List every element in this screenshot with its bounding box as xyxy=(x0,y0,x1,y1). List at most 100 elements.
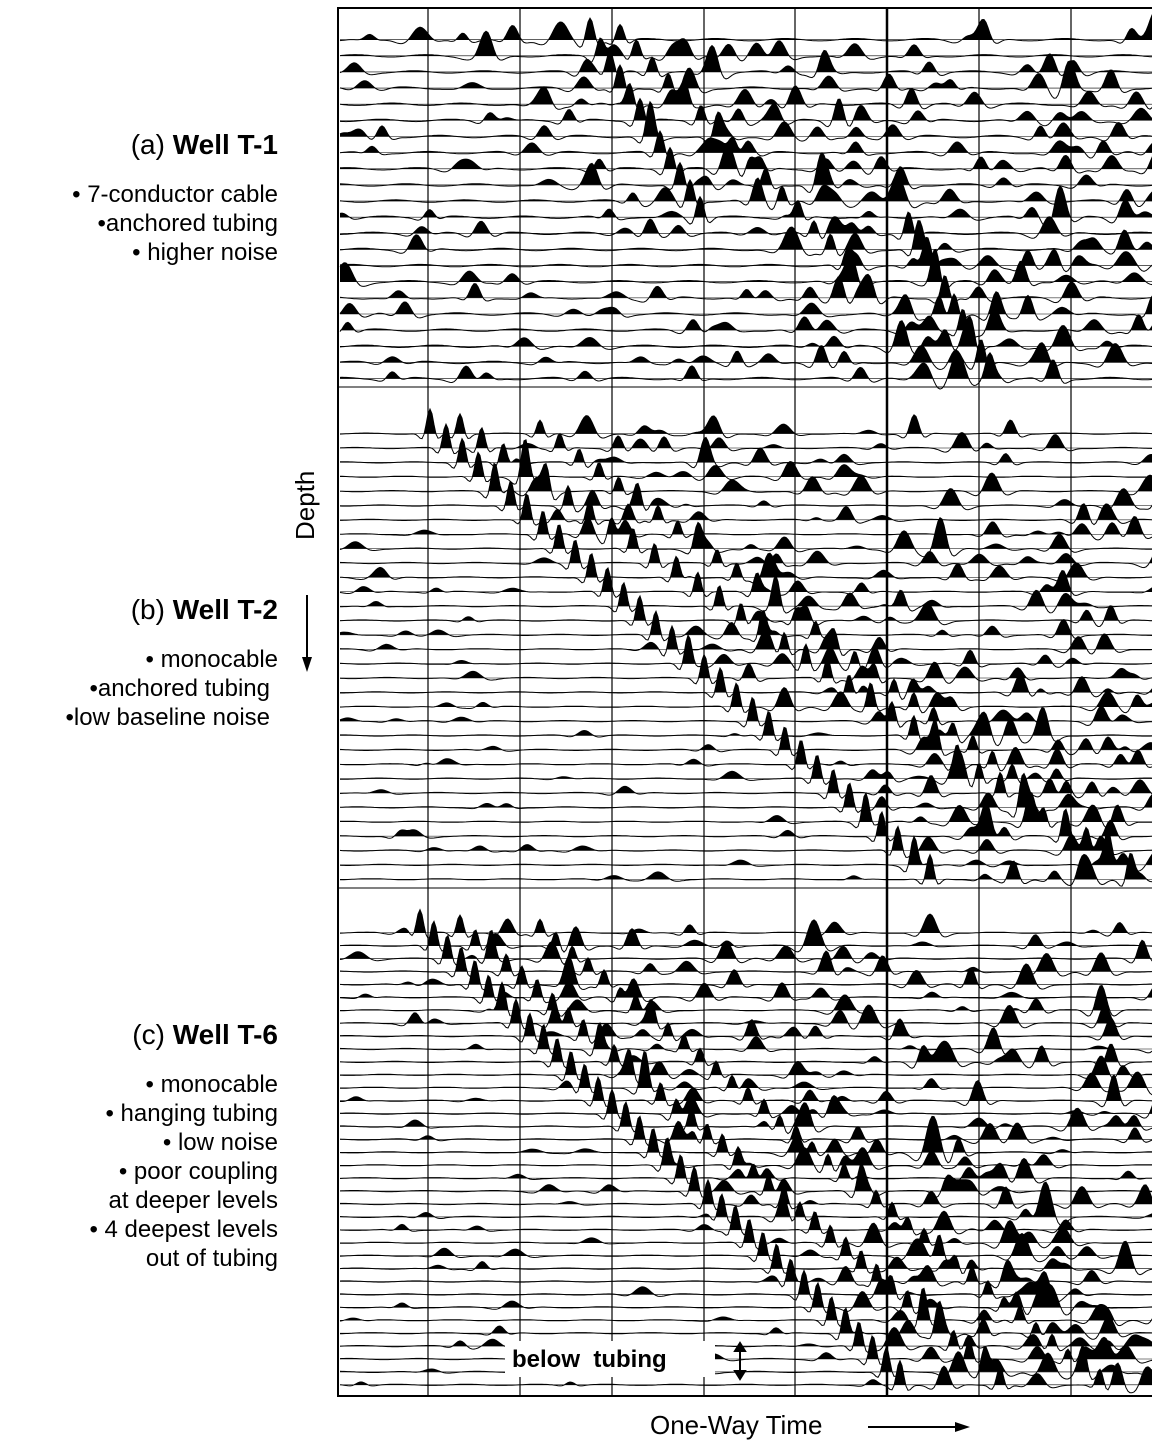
trace xyxy=(339,539,1152,570)
trace-fill xyxy=(340,568,1152,592)
trace xyxy=(339,908,1152,939)
trace-fill xyxy=(340,186,1152,218)
panel-b-prefix: (b) xyxy=(130,594,165,625)
panel-a-label: (a) Well T-1 • 7-conductor cable •anchor… xyxy=(72,128,278,267)
trace-fill xyxy=(340,152,1152,185)
trace-fill xyxy=(340,1241,1152,1269)
trace xyxy=(339,176,1152,211)
trace xyxy=(340,706,1152,747)
depth-arrow-icon xyxy=(302,595,312,672)
trace xyxy=(339,422,1152,455)
trace xyxy=(339,511,1152,545)
trace-fill xyxy=(340,517,1152,549)
trace-fill xyxy=(340,999,1144,1024)
panel-b-bullet-3: •low baseline noise xyxy=(65,704,270,731)
panel-c-well: Well T-6 xyxy=(172,1019,278,1050)
trace-fill xyxy=(340,770,1152,793)
panel-a-bullet-3: • higher noise xyxy=(132,239,278,266)
trace-fill xyxy=(363,98,1152,121)
trace xyxy=(340,1050,1152,1096)
trace-fill xyxy=(340,540,1152,563)
trace xyxy=(339,719,1152,757)
trace xyxy=(339,462,1152,501)
trace-fill xyxy=(340,635,1152,664)
trace-fill xyxy=(340,773,1152,808)
trace-fill xyxy=(340,720,1152,750)
depth-axis-label: Depth xyxy=(290,470,320,540)
trace-fill xyxy=(340,145,1152,169)
trace-fill xyxy=(340,1322,1152,1347)
trace-fill xyxy=(340,511,1152,535)
trace-fill xyxy=(340,801,1152,837)
trace-fill xyxy=(340,1049,1152,1075)
trace xyxy=(340,748,1152,788)
trace-fill xyxy=(353,1301,1152,1334)
panel-c-bullet-1: • monocable xyxy=(145,1071,278,1098)
trace-panel-a xyxy=(339,14,1152,390)
time-axis-label: One-Way Time xyxy=(650,1410,823,1440)
panel-b-label: (b) Well T-2 • monocable •anchored tubin… xyxy=(65,593,278,732)
trace-fill xyxy=(340,352,1152,379)
trace xyxy=(339,1038,1152,1069)
panel-c-bullet-4: • poor coupling xyxy=(118,1158,278,1185)
trace xyxy=(340,1178,1152,1211)
trace-fill xyxy=(340,481,1152,506)
trace-fill xyxy=(340,1270,1121,1295)
trace xyxy=(339,825,1152,858)
trace xyxy=(339,339,1152,371)
panel-a-prefix: (a) xyxy=(130,129,165,160)
trace-fill xyxy=(340,909,1152,933)
trace-fill xyxy=(340,1346,1152,1372)
time-arrow-icon xyxy=(868,1422,970,1432)
trace xyxy=(339,14,1152,48)
trace xyxy=(339,997,1152,1030)
trace-fill xyxy=(340,626,1152,650)
section-frame xyxy=(337,7,1152,1397)
trace-fill xyxy=(340,249,1152,282)
trace-fill xyxy=(340,1023,1152,1050)
trace xyxy=(339,315,1152,356)
panel-b-well: Well T-2 xyxy=(172,594,278,625)
trace xyxy=(340,852,1152,887)
trace xyxy=(340,1300,1152,1341)
trace xyxy=(339,480,1152,513)
panel-c-bullet-3: • low noise xyxy=(162,1129,278,1156)
updown-arrow-icon xyxy=(733,1341,747,1381)
trace-fill xyxy=(340,741,1152,765)
trace xyxy=(339,97,1152,128)
trace-fill xyxy=(340,80,1152,105)
trace-fill xyxy=(340,308,1152,331)
trace xyxy=(339,682,1152,714)
trace-fill xyxy=(340,101,1152,137)
trace-fill xyxy=(346,1074,1148,1101)
panel-c-title: (c) Well T-6 xyxy=(89,1018,278,1052)
trace-fill xyxy=(340,553,1152,578)
trace xyxy=(339,1115,1152,1146)
trace xyxy=(339,1022,1152,1057)
trace-fill xyxy=(340,1013,1152,1037)
trace-fill xyxy=(340,463,1152,492)
trace-fill xyxy=(340,237,1152,266)
trace-fill xyxy=(340,575,1152,607)
trace-fill xyxy=(340,437,1152,463)
panel-c-bullet-2: • hanging tubing xyxy=(105,1100,278,1127)
trace-fill xyxy=(340,1102,1142,1127)
panel-a-well: Well T-1 xyxy=(172,129,278,160)
trace-fill xyxy=(359,1138,1152,1166)
trace-fill xyxy=(340,15,1152,40)
trace-fill xyxy=(340,749,1152,779)
trace-fill xyxy=(340,1116,1143,1140)
trace xyxy=(340,1012,1152,1045)
trace xyxy=(339,624,1152,657)
trace-fill xyxy=(340,826,1152,851)
trace xyxy=(339,407,1152,440)
trace xyxy=(339,633,1152,672)
trace-fill xyxy=(340,61,1152,89)
panel-c-bullet-6: • 4 deepest levels xyxy=(89,1216,278,1243)
trace xyxy=(339,1048,1152,1084)
trace-fill xyxy=(340,131,1152,153)
trace xyxy=(339,610,1152,643)
trace xyxy=(339,740,1152,772)
trace-fill xyxy=(340,1039,1152,1062)
